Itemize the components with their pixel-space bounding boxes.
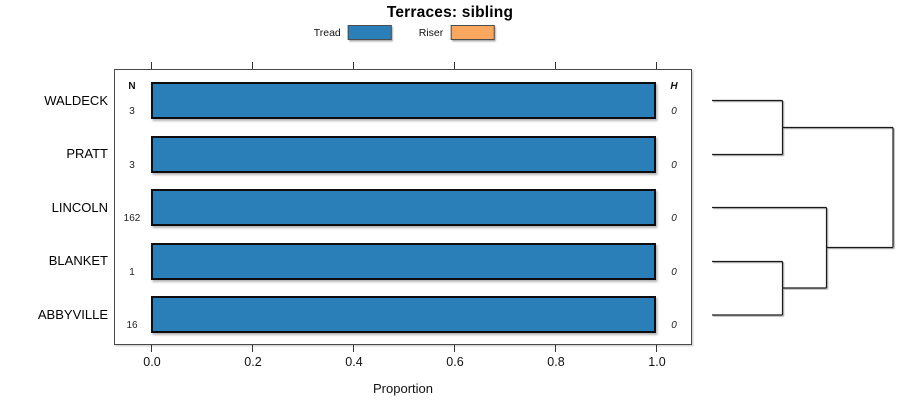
n-value: 162 (123, 213, 141, 224)
legend-swatch-riser (450, 25, 495, 40)
row-label-lincoln: LINCOLN (51, 200, 108, 215)
top-tick-2 (353, 62, 355, 69)
n-value: 3 (129, 106, 135, 117)
bar-abbyville (151, 296, 656, 333)
n-value: 3 (129, 160, 135, 171)
bottom-tick-3 (454, 345, 456, 352)
top-tick-4 (555, 62, 557, 69)
x-tick-label: 0.8 (547, 355, 565, 369)
x-tick-label: 0.0 (143, 355, 161, 369)
x-tick-label: 1.0 (648, 355, 666, 369)
row-label-waldeck: WALDECK (44, 93, 108, 108)
legend-item-tread: Tread (314, 25, 392, 40)
bottom-tick-4 (555, 345, 557, 352)
plot-panel (114, 69, 692, 345)
n-value: 16 (126, 320, 138, 331)
h-value: 0 (671, 320, 677, 331)
legend-label-riser: Riser (418, 26, 444, 39)
row-label-pratt: PRATT (66, 146, 108, 161)
x-tick-label: 0.6 (446, 355, 464, 369)
n-column-header: N (128, 81, 136, 92)
h-value: 0 (671, 213, 677, 224)
bar-blanket (151, 243, 656, 280)
dendrogram (712, 99, 895, 317)
top-tick-0 (151, 62, 153, 69)
n-value: 1 (129, 267, 135, 278)
x-tick-label: 0.2 (244, 355, 262, 369)
bottom-tick-2 (353, 345, 355, 352)
bottom-tick-5 (656, 345, 658, 352)
h-value: 0 (671, 106, 677, 117)
legend-label-tread: Tread (313, 26, 341, 39)
row-label-blanket: BLANKET (48, 253, 108, 268)
top-tick-3 (454, 62, 456, 69)
h-column-header: H (670, 81, 678, 92)
h-value: 0 (671, 267, 677, 278)
bar-waldeck (151, 82, 656, 119)
legend-item-riser: Riser (419, 25, 495, 40)
legend: Tread Riser (314, 25, 495, 40)
row-label-abbyville: ABBYVILLE (37, 307, 108, 322)
legend-swatch-tread (347, 25, 392, 40)
bar-pratt (151, 136, 656, 173)
chart-title: Terraces: sibling (386, 4, 514, 21)
h-value: 0 (671, 160, 677, 171)
bottom-tick-1 (252, 345, 254, 352)
bottom-tick-0 (151, 345, 153, 352)
x-tick-label: 0.4 (345, 355, 363, 369)
bar-lincoln (151, 189, 656, 226)
top-tick-5 (656, 62, 658, 69)
x-axis-label: Proportion (373, 381, 433, 396)
top-tick-1 (252, 62, 254, 69)
